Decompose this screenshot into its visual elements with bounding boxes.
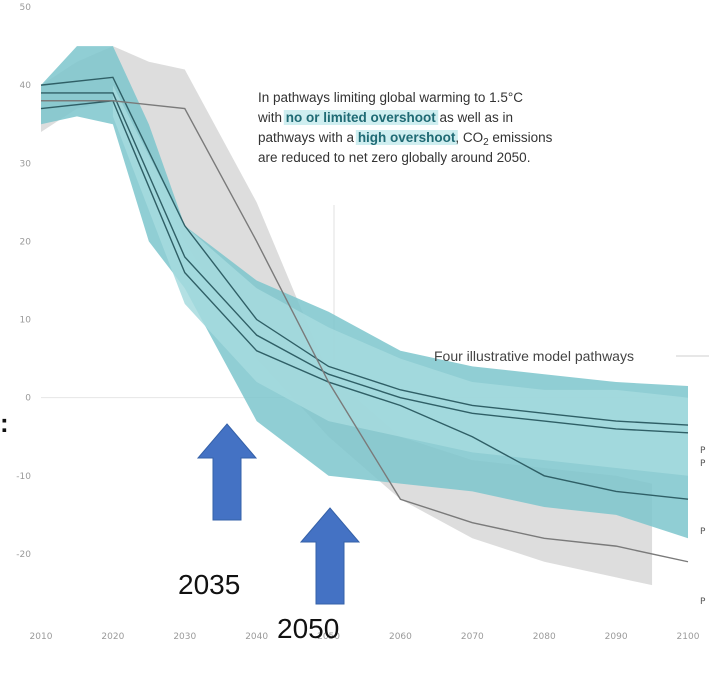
edge-colon: : (0, 408, 9, 438)
pathway-line-1 (40, 76, 689, 426)
highlight-term: high overshoot (358, 130, 456, 145)
pathway-band-1 (41, 46, 653, 586)
x-tick-label: 2030 (173, 632, 196, 642)
annotation-text: pathways with a (258, 130, 358, 145)
x-tick-label: 2010 (30, 632, 53, 642)
x-tick-label: 2070 (461, 632, 484, 642)
x-tick-label: 2100 (677, 632, 700, 642)
up-arrow-icon (196, 423, 258, 521)
callout-label: Four illustrative model pathways (434, 348, 634, 364)
x-tick-label: 2080 (533, 632, 556, 642)
x-tick-label: 2040 (245, 632, 268, 642)
pathway-end-label: P (700, 597, 706, 607)
up-arrow-icon (299, 507, 361, 605)
pathway-lines (40, 76, 689, 563)
annotation-line: with no or limited overshoot as well as … (257, 110, 513, 125)
x-tick-label: 2050 (317, 632, 340, 642)
annotation-text: , CO (455, 130, 483, 145)
highlight-term: no or limited overshoot (286, 110, 437, 125)
callout: Four illustrative model pathways (434, 348, 709, 364)
annotation-text: emissions (489, 130, 553, 145)
pathway-band-3 (112, 85, 688, 476)
y-axis: 50 40 30 20 10 0 -10 -20 (16, 3, 31, 560)
x-tick-label: 2060 (389, 632, 412, 642)
annotation-text: as well as in (436, 110, 513, 125)
y-tick-label: -20 (16, 550, 31, 560)
x-tick-label: 2090 (605, 632, 628, 642)
bands (41, 46, 688, 586)
pathway-line-3 (40, 100, 689, 500)
annotation-line: are reduced to net zero globally around … (258, 150, 530, 165)
annotation-text: with (257, 110, 286, 125)
annotation-text: are reduced to net zero globally around … (258, 150, 530, 165)
year-marker-label: 2035 (178, 569, 240, 600)
y-tick-label: 20 (20, 237, 32, 247)
y-tick-label: 40 (20, 81, 32, 91)
x-axis: 2010 2020 2030 2040 2050 2060 2070 2080 2090 2100 (30, 632, 700, 642)
pathway-end-label: P (700, 527, 706, 537)
pathway-end-label: P (700, 459, 706, 469)
annotation-text: 2 (483, 137, 489, 148)
highlight-background (283, 110, 439, 125)
y-tick-label: 50 (20, 3, 32, 13)
pathway-line-4 (41, 100, 689, 563)
annotation: In pathways limiting global warming to 1… (257, 90, 553, 165)
highlight-background (355, 130, 458, 145)
year-marker-label: 2050 (277, 613, 339, 644)
y-tick-label: 0 (25, 394, 31, 404)
annotation-line: pathways with a high overshoot, CO2 emis… (258, 130, 553, 148)
pathway-end-label: P (700, 446, 706, 456)
annotation-line: In pathways limiting global warming to 1… (258, 90, 523, 105)
annotation-text: In pathways limiting global warming to 1… (258, 90, 523, 105)
y-tick-label: -10 (16, 472, 31, 482)
year-markers: 2035 2050 (178, 423, 361, 644)
y-tick-label: 10 (20, 316, 32, 326)
y-tick-label: 30 (20, 159, 32, 169)
x-tick-label: 2020 (101, 632, 124, 642)
pathway-line-2 (41, 92, 689, 434)
